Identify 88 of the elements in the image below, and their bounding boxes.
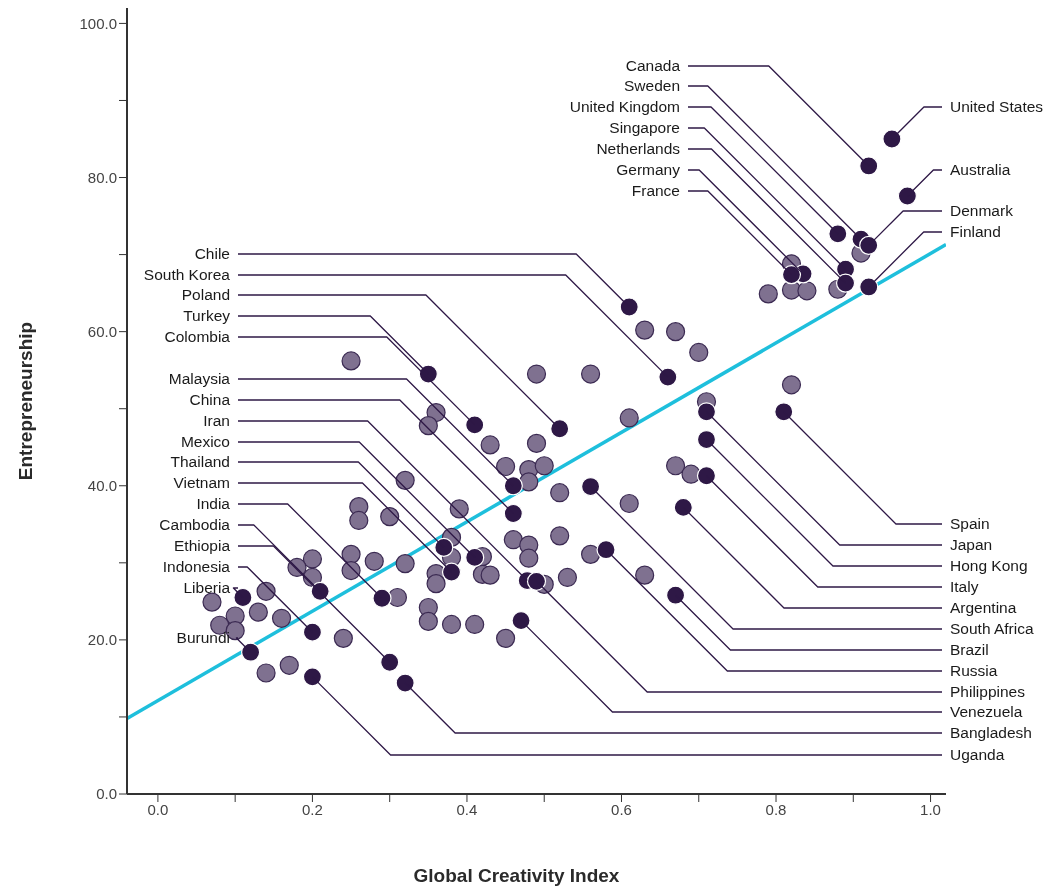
annotation: Thailand [170,453,230,471]
point [372,588,392,608]
annotation: Mexico [180,433,230,451]
annotation: Vietnam [173,474,230,492]
annotation: United Kingdom [569,98,680,116]
point [774,402,794,422]
point [241,642,261,662]
point [465,415,485,435]
x-tick-label: 1.0 [920,800,941,818]
annotation: Finland [950,223,1001,241]
y-tick-label: 100.0 [79,14,117,32]
point [233,587,253,608]
annotation: Cambodia [159,516,231,534]
point [828,224,848,244]
annotation: Germany [616,161,681,179]
annotation: Turkey [183,307,231,325]
annotation: Canada [625,57,681,75]
annotation: France [631,182,680,200]
annotation: India [196,495,231,513]
point [580,476,601,497]
point [503,503,523,524]
x-axis-title: Global Creativity Index [413,865,620,886]
point [395,673,415,693]
point [503,476,523,496]
annotation: Hong Kong [950,557,1028,575]
annotation: Italy [950,578,979,596]
point [781,265,802,285]
annotation: Netherlands [596,140,681,158]
point [696,466,717,486]
annotation: United States [950,98,1044,116]
annotation: Sweden [623,77,680,95]
annotation: Japan [950,536,993,554]
point [696,402,717,422]
annotation: Australia [950,161,1011,179]
point [465,547,485,568]
x-tick-label: 0.0 [147,800,169,818]
point [511,611,531,631]
point [835,273,856,293]
x-tick-label: 0.2 [302,800,323,818]
point [897,186,917,206]
annotation: Singapore [609,119,680,137]
annotation: Indonesia [162,558,231,576]
point [882,129,902,149]
y-tick-label: 60.0 [87,322,117,340]
point [859,235,879,255]
x-tick-label: 0.8 [765,800,787,818]
point [434,537,454,558]
point [658,367,678,387]
annotation: Colombia [164,328,231,346]
y-tick-label: 40.0 [87,477,117,495]
point [302,622,323,642]
point [665,585,686,605]
annotation: Chile [194,245,230,263]
annotation: Philippines [950,683,1026,701]
point [696,429,717,450]
y-tick-label: 80.0 [87,168,117,186]
point [596,540,616,560]
annotation: South Korea [143,266,231,284]
y-axis-title: Entrepreneurship [15,321,36,481]
annotation: Uganda [950,746,1005,764]
annotation: Malaysia [168,370,231,388]
point [859,277,879,297]
point [380,652,400,672]
point [550,419,570,439]
x-tick-label: 0.6 [611,800,632,818]
annotation: Spain [950,515,990,533]
annotation: Denmark [950,202,1014,220]
annotation: China [189,391,231,409]
y-tick-label: 0.0 [96,785,117,803]
annotation: South Africa [950,620,1034,638]
annotation: Brazil [950,641,989,659]
point [619,297,639,317]
annotation: Poland [181,286,230,304]
point [441,562,462,582]
x-tick-label: 0.4 [456,800,478,818]
annotation: Burundi [176,629,230,647]
point [302,667,323,687]
annotation: Argentina [950,599,1017,617]
point [673,497,693,517]
y-tick-label: 20.0 [87,631,117,649]
annotation: Liberia [183,579,231,597]
annotation: Iran [203,412,230,430]
point [859,156,879,176]
annotation: Russia [950,662,998,680]
annotation: Ethiopia [173,537,231,555]
point [526,571,547,591]
annotation: Venezuela [950,703,1023,721]
annotation: Bangladesh [950,724,1032,742]
